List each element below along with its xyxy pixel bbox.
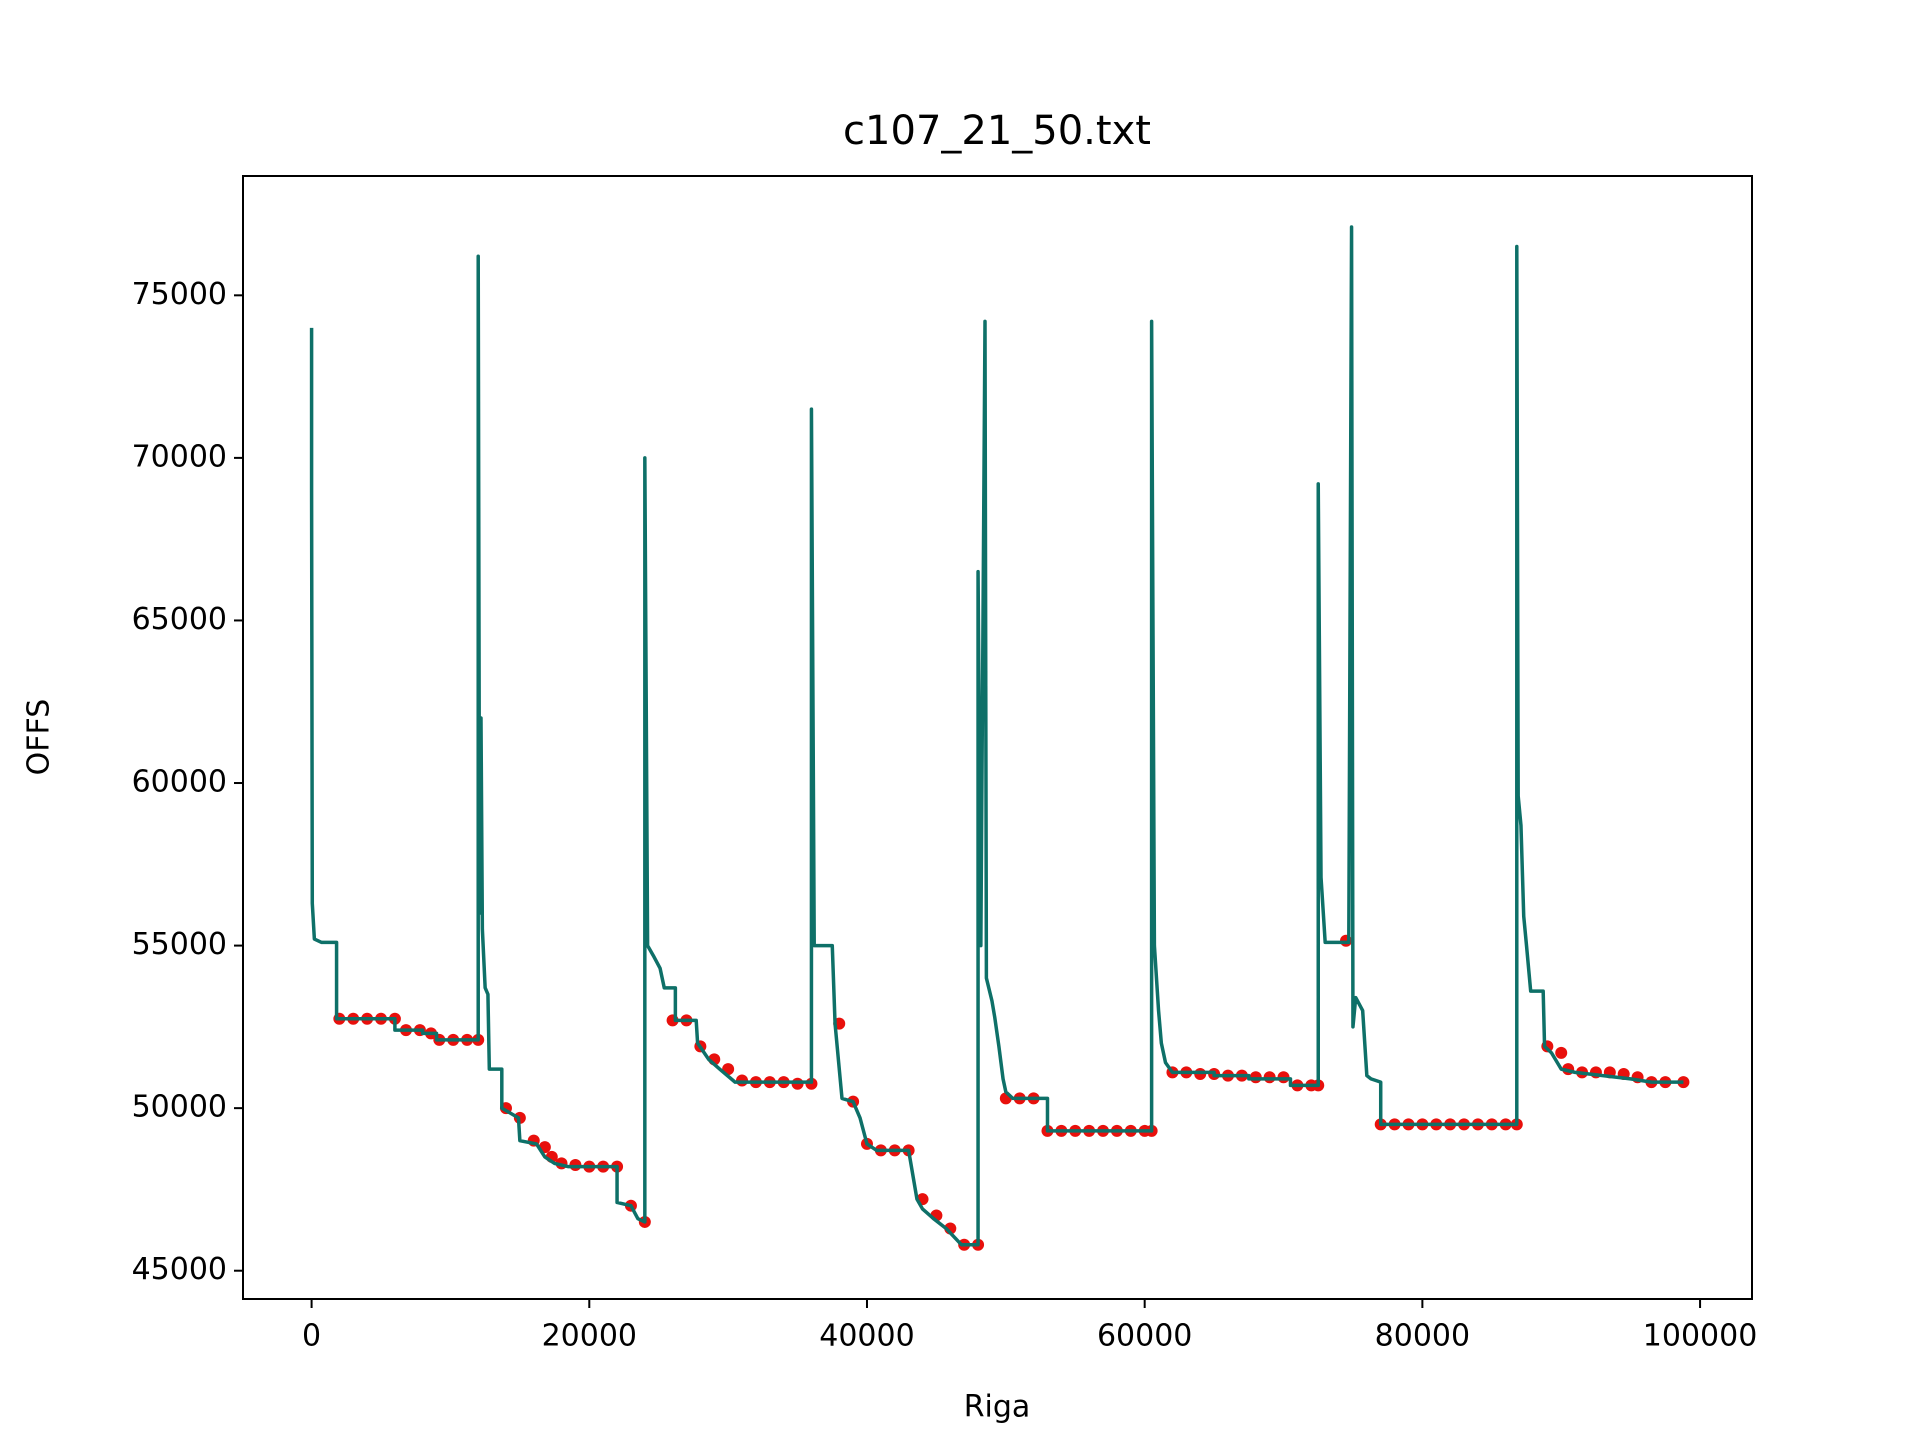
x-tick-label: 100000: [1643, 1319, 1758, 1354]
x-tick-label: 40000: [819, 1319, 914, 1354]
y-tick-label: 60000: [132, 765, 227, 800]
y-tick-label: 65000: [132, 602, 227, 637]
x-axis-label: Riga: [964, 1390, 1031, 1425]
y-tick-label: 70000: [132, 439, 227, 474]
data-point: [1555, 1046, 1568, 1059]
x-tick-label: 80000: [1375, 1319, 1470, 1354]
x-tick-label: 0: [302, 1319, 321, 1354]
data-line: [309, 225, 1684, 1247]
y-tick-label: 45000: [132, 1252, 227, 1287]
y-tick-label: 55000: [132, 927, 227, 962]
y-axis-label: OFFS: [22, 699, 57, 776]
x-tick-label: 20000: [542, 1319, 637, 1354]
plot-frame: [242, 175, 1753, 1300]
y-tick-label: 75000: [132, 277, 227, 312]
x-tick-label: 60000: [1097, 1319, 1192, 1354]
y-tick-label: 50000: [132, 1090, 227, 1125]
chart-title: c107_21_50.txt: [843, 108, 1151, 154]
